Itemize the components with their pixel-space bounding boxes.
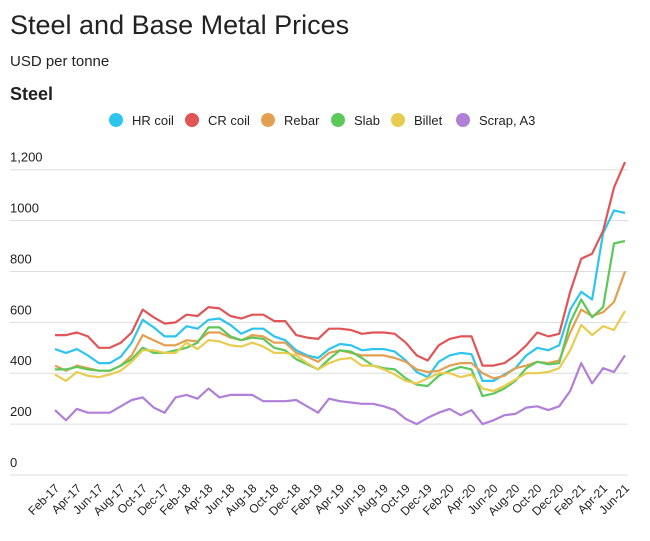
y-tick-label: 0 [10, 455, 17, 470]
legend-marker [109, 113, 123, 127]
y-tick-label: 200 [10, 404, 32, 419]
section-title: Steel [10, 84, 53, 104]
legend-marker [456, 113, 470, 127]
y-tick-label: 800 [10, 251, 32, 266]
chart-title: Steel and Base Metal Prices [10, 10, 349, 40]
series-line [54, 354, 626, 426]
y-tick-label: 400 [10, 353, 32, 368]
chart-subtitle: USD per tonne [10, 53, 109, 70]
legend-label: CR coil [208, 113, 250, 128]
legend-marker [261, 113, 275, 127]
legend-label: Rebar [284, 113, 320, 128]
series-line [54, 209, 626, 382]
series-line [55, 161, 627, 367]
legend-marker [185, 113, 199, 127]
series-line [54, 310, 626, 393]
y-tick-label: 1,200 [10, 150, 43, 165]
y-tick-label: 600 [10, 302, 32, 317]
legend-label: Scrap, A3 [479, 113, 535, 128]
legend-label: Slab [354, 113, 380, 128]
legend-marker [391, 113, 405, 127]
legend-marker [331, 113, 345, 127]
legend-label: Billet [414, 113, 443, 128]
y-tick-label: 1000 [10, 201, 39, 216]
legend-label: HR coil [132, 113, 174, 128]
